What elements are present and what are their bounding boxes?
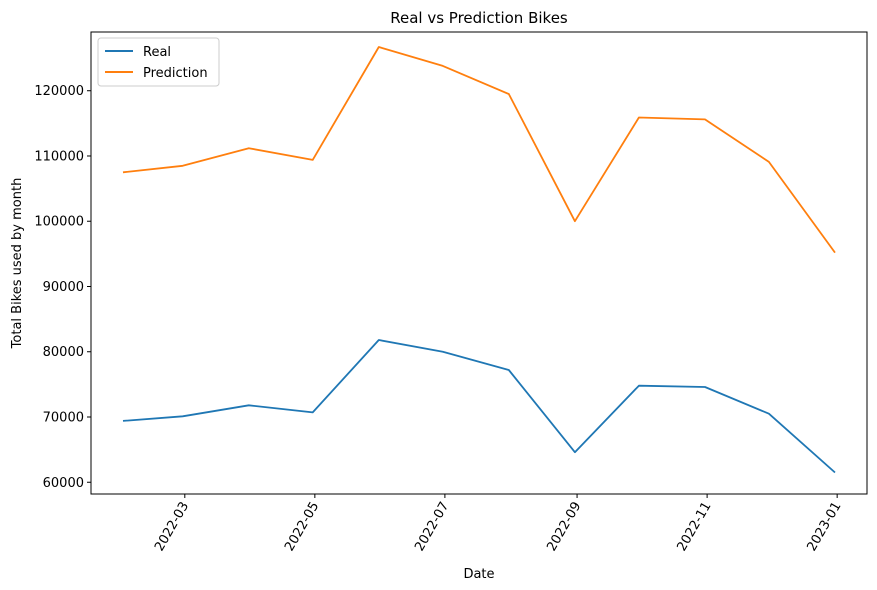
series-lines bbox=[122, 46, 836, 474]
y-tick-label: 120000 bbox=[34, 84, 84, 99]
x-tick-label: 2022-07 bbox=[412, 500, 452, 555]
x-axis-ticks: 2022-03 2022-05 2022-07 2022-09 2022-11 2023-… bbox=[152, 494, 845, 554]
legend-label-prediction: Prediction bbox=[143, 66, 208, 81]
y-tick-label: 110000 bbox=[34, 149, 84, 164]
x-axis-label: Date bbox=[463, 567, 494, 582]
legend-label-real: Real bbox=[143, 45, 171, 60]
x-tick-label: 2022-09 bbox=[544, 500, 584, 555]
x-tick-label: 2022-03 bbox=[152, 500, 192, 555]
y-tick-label: 90000 bbox=[43, 280, 84, 295]
x-tick-label: 2022-05 bbox=[282, 500, 322, 555]
x-tick-label: 2023-01 bbox=[804, 500, 844, 555]
y-tick-label: 70000 bbox=[43, 411, 84, 426]
series-line-real bbox=[122, 339, 836, 474]
y-axis-label: Total Bikes used by month bbox=[10, 178, 25, 350]
legend: Real Prediction bbox=[97, 37, 220, 87]
series-line-prediction bbox=[122, 46, 836, 254]
y-tick-label: 100000 bbox=[34, 215, 84, 230]
chart-title: Real vs Prediction Bikes bbox=[390, 9, 568, 27]
y-axis-ticks: 60000 70000 80000 90000 100000 110000 120000 bbox=[34, 84, 91, 491]
x-tick-label: 2022-11 bbox=[674, 500, 714, 555]
y-tick-label: 60000 bbox=[43, 476, 84, 491]
y-tick-label: 80000 bbox=[43, 345, 84, 360]
plot-area bbox=[90, 31, 868, 495]
